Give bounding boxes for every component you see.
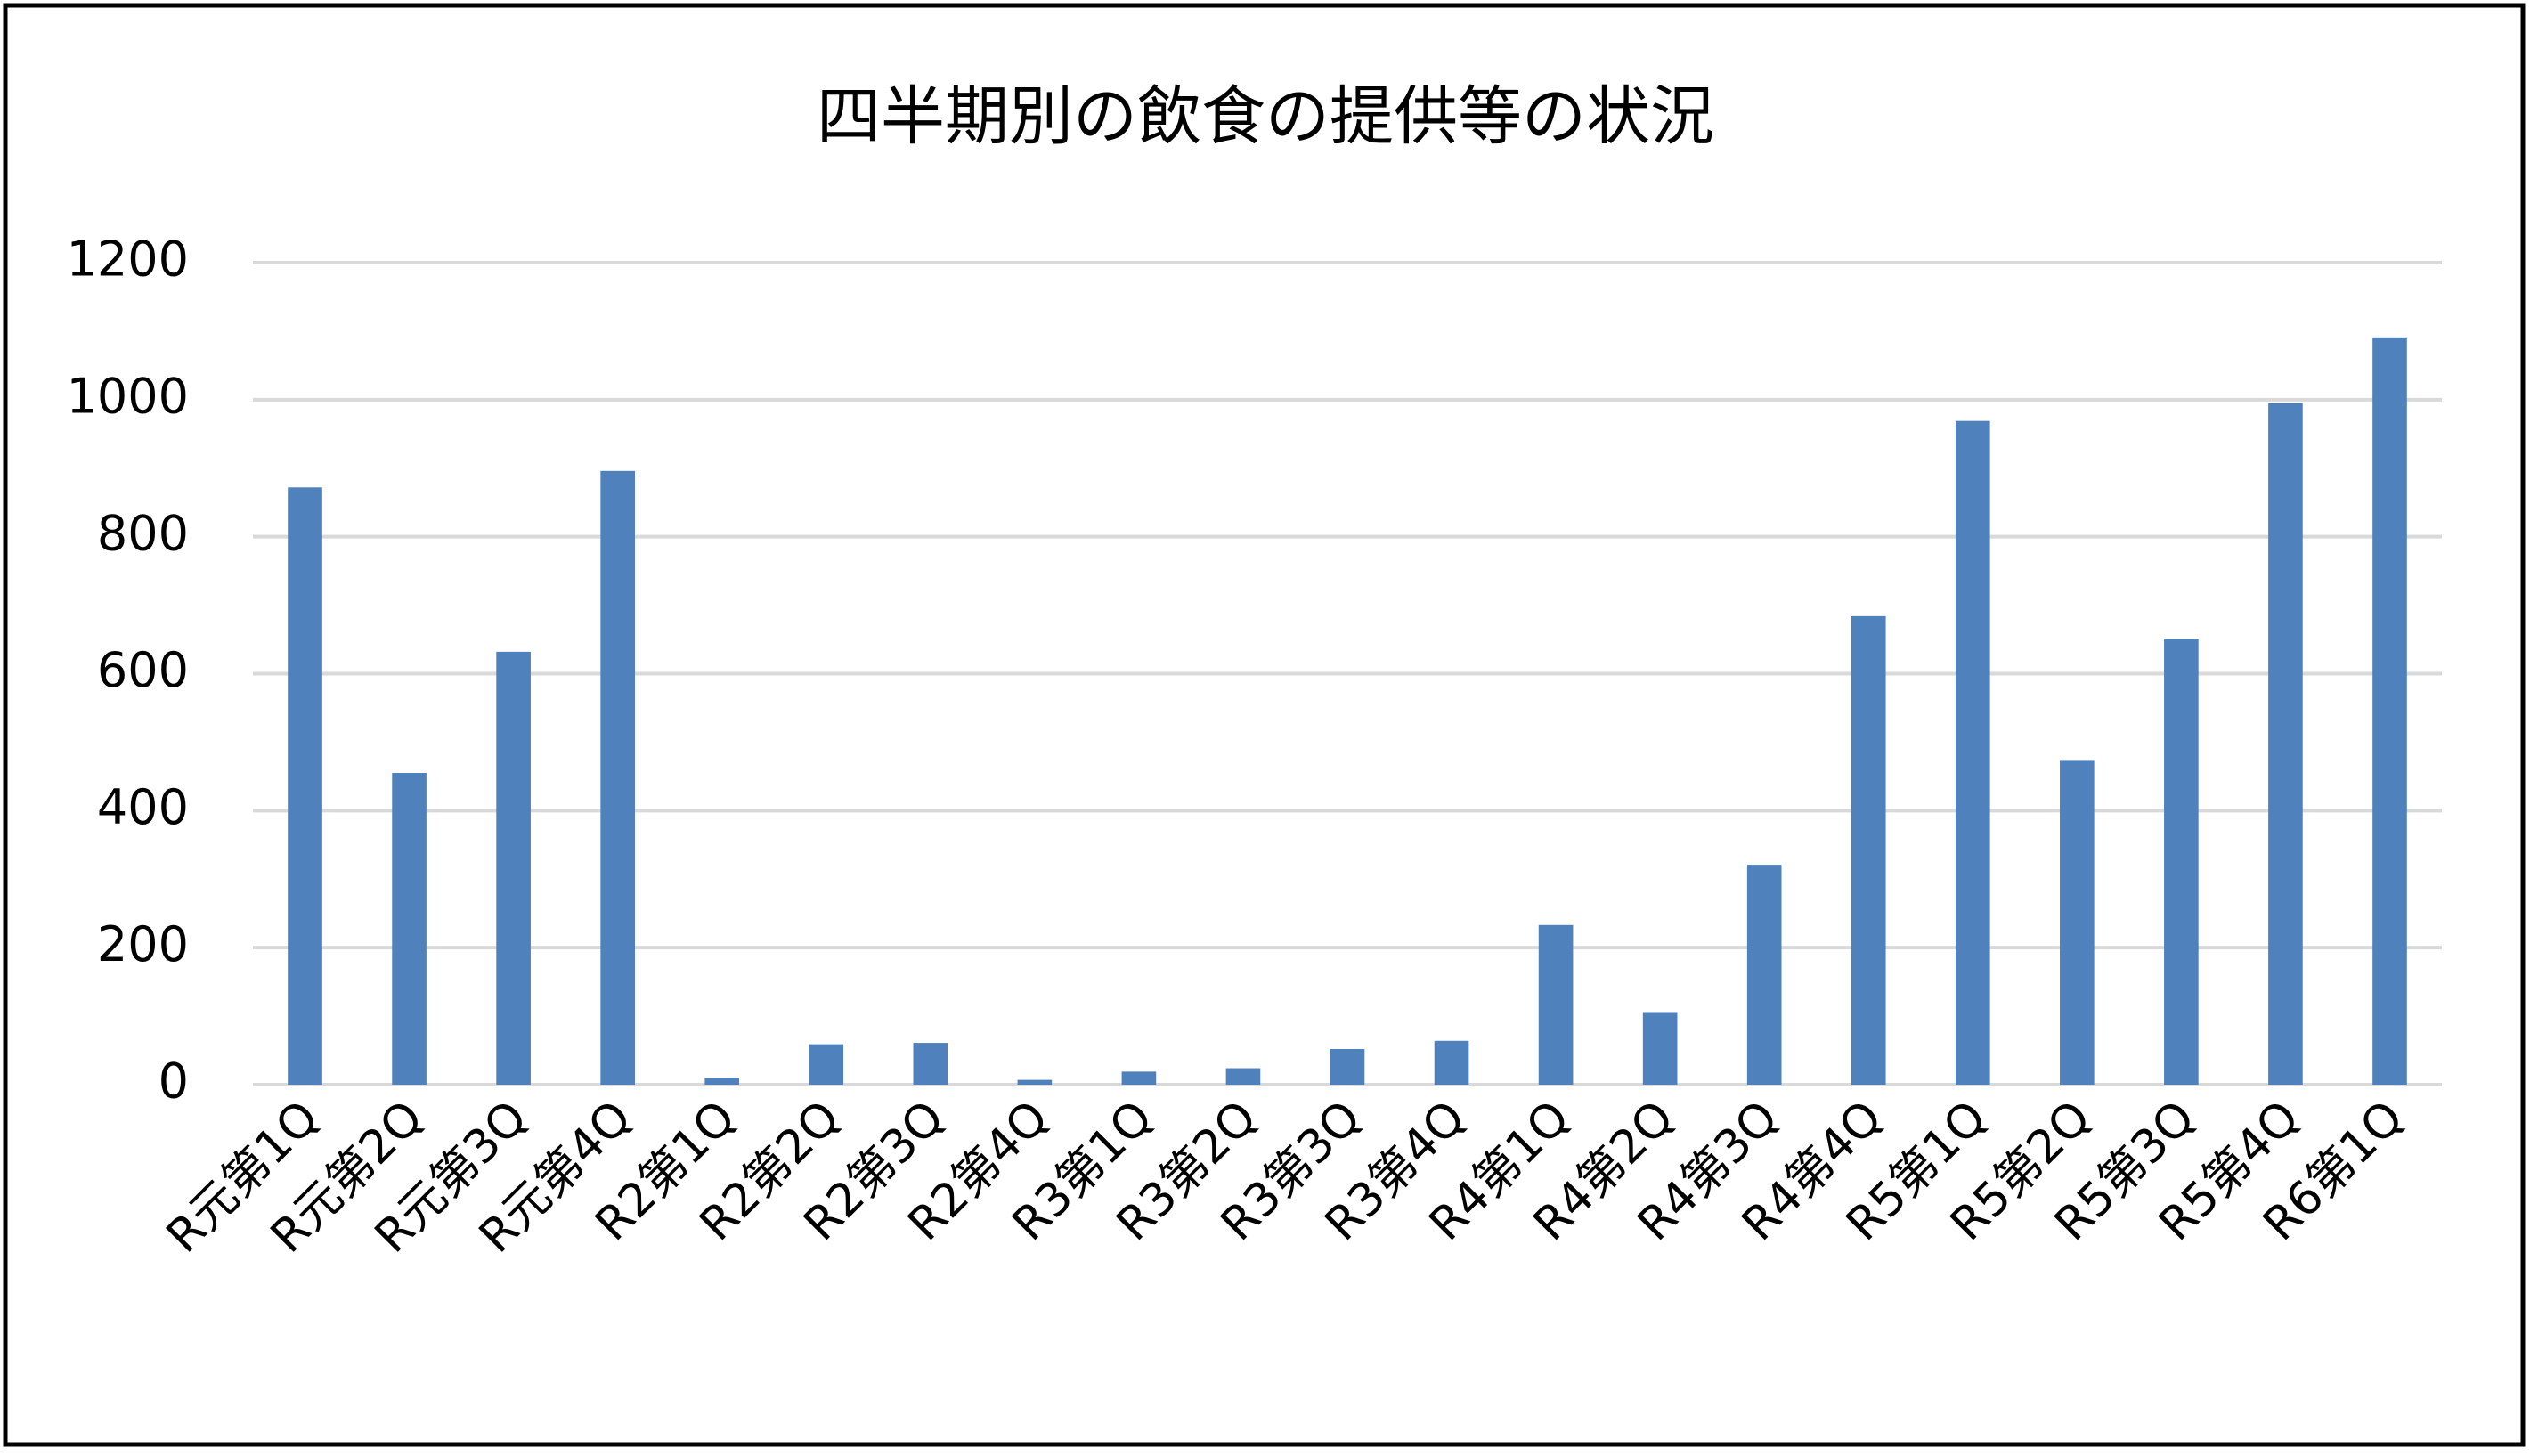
y-tick-label: 400 [97,779,189,835]
bar [1538,924,1574,1085]
bar [1746,865,1782,1085]
bar [1017,1079,1053,1085]
bar [1642,1012,1678,1085]
bar [1330,1049,1365,1085]
bar [288,487,322,1085]
bar [2268,403,2303,1085]
bar [1225,1068,1261,1085]
bar [600,470,635,1085]
bar [496,651,531,1085]
bar [392,773,427,1085]
y-tick-label: 600 [97,642,189,698]
bar [1955,420,1990,1085]
y-tick-label: 200 [97,916,189,972]
y-tick-label: 1000 [67,368,189,424]
bar [809,1044,844,1085]
bar [2060,760,2095,1085]
bar [704,1078,740,1085]
bar [1851,615,1886,1085]
y-tick-label: 0 [159,1053,189,1110]
bar [913,1043,948,1085]
bar [2164,639,2199,1085]
chart-border [3,3,2526,1447]
y-tick-label: 800 [97,505,189,561]
bar [1121,1071,1157,1085]
bar [2372,337,2407,1085]
chart-title: 四半期別の飲食の提供等の状況 [817,79,1714,154]
bar [1434,1040,1469,1085]
y-tick-label: 1200 [67,232,189,288]
